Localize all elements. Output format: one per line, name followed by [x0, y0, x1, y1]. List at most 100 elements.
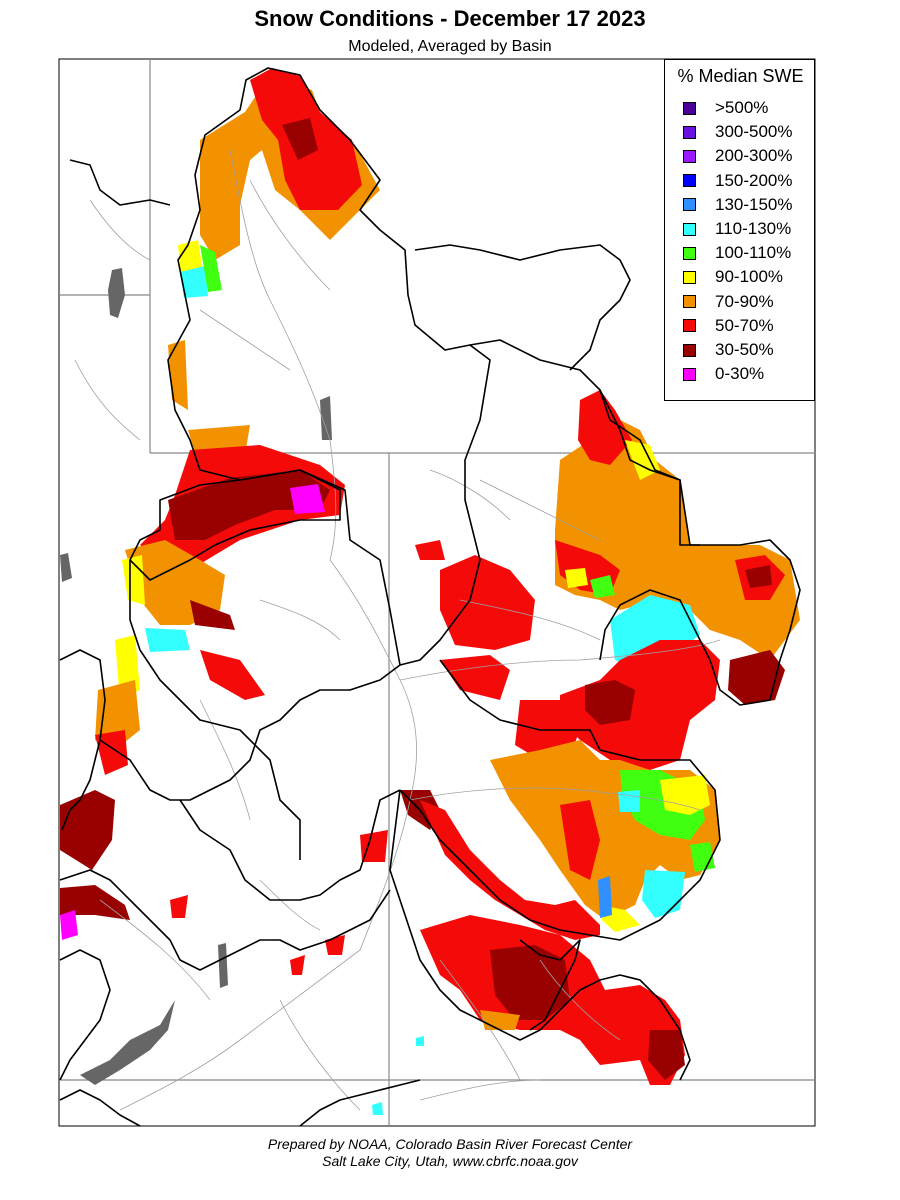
legend-item: >500% [683, 98, 768, 118]
legend-label: 100-110% [715, 243, 792, 263]
boundary-lower-sw [59, 1089, 141, 1127]
basin-fill-orange-co-north [555, 415, 800, 660]
basin-fill-yellow-uinta [122, 555, 145, 605]
legend-swatch [683, 367, 696, 381]
basin-fill-yellow-co [565, 568, 588, 588]
basin-fill-cyan-uinta [145, 628, 190, 652]
boundary-wasatch [129, 560, 301, 860]
legend-swatch [683, 270, 696, 284]
basin-fill-darkred-sw [60, 885, 130, 920]
boundary-west-utah-upper [69, 159, 171, 206]
legend-swatch [683, 198, 696, 212]
lake-bear [60, 553, 72, 582]
legend-label: >500% [715, 98, 769, 117]
legend-swatch [683, 149, 696, 163]
lake-flaming-gorge [320, 396, 332, 440]
basin-fill-green-co [590, 575, 615, 598]
legend-item: 90-100% [683, 267, 783, 287]
boundary-north-mid [414, 244, 631, 371]
legend-swatch [683, 343, 696, 357]
legend-swatch [683, 246, 696, 260]
basin-fill-red-co-east [560, 640, 720, 770]
legend-item: 30-50% [683, 340, 774, 360]
basin-fill-darkred-uinta [168, 470, 330, 540]
legend-label: 90-100% [715, 267, 784, 287]
basin-fill-darkred-wasatch [60, 790, 115, 870]
legend-item: 200-300% [683, 146, 793, 166]
boundary-san-juan-inner [519, 939, 581, 1031]
basin-fill-red-uinta2 [200, 650, 265, 700]
legend-label: 110-130% [715, 219, 792, 238]
basin-boundaries [59, 67, 801, 1127]
basin-fill-red-sw2 [360, 830, 388, 862]
boundary-sw-utah [59, 949, 111, 1081]
boundary-gunnison [399, 659, 721, 941]
basin-fill-darkred-co-mid [585, 680, 635, 725]
map-title: Snow Conditions - December 17 2023 [254, 6, 646, 31]
legend-swatch [683, 319, 696, 333]
basin-fill-yellow-gunnison [660, 775, 710, 815]
legend: % Median SWE >500% 300-500% 200-300% 150-20… [664, 59, 815, 401]
boundary-escalante [59, 869, 391, 971]
legend-swatch [683, 222, 696, 236]
boundary-lower-s [299, 1079, 421, 1127]
lakes [60, 268, 332, 1085]
basin-fill-red-sw [170, 895, 188, 918]
legend-item: 100-110% [683, 243, 791, 263]
legend-swatch [683, 295, 696, 309]
legend-item: 150-200% [683, 171, 793, 191]
legend-label: 30-50% [715, 340, 774, 359]
basin-fill-green-gunnison2 [690, 842, 715, 872]
legend-item: 130-150% [683, 195, 793, 215]
basin-fill-green-west [200, 245, 222, 292]
boundary-uinta [129, 469, 341, 581]
legend-label: 70-90% [715, 291, 774, 311]
legend-label: 0-30% [715, 364, 765, 384]
basin-fill-darkred-san-juan2 [648, 1030, 685, 1080]
basin-fill-darkred-co-east [728, 650, 785, 705]
basin-fill-red-co-north [578, 390, 632, 465]
basin-fill-darkred-co-east2 [745, 565, 772, 588]
credit-line-1: Prepared by NOAA, Colorado Basin River F… [267, 1136, 633, 1152]
legend-item: 300-500% [683, 122, 793, 142]
legend-item: 110-130% [683, 219, 791, 239]
boundary-san-rafael [99, 664, 401, 801]
basin-fill-cyan-west [180, 266, 208, 298]
lake-navajo [218, 943, 228, 988]
basin-fill-cyan-south [372, 1102, 383, 1115]
lake-utah [108, 268, 125, 318]
boundary-dirty-devil [179, 789, 401, 901]
basin-fill-magenta-sw [60, 910, 78, 940]
basin-fill-red-co-west3 [440, 655, 510, 700]
basin-fill-blue-gunnison [598, 876, 612, 918]
basin-fill-cyan-south2 [416, 1036, 424, 1046]
legend-label: 50-70% [715, 315, 774, 335]
boundary-san-juan [389, 789, 691, 1081]
credit-line-2: Salt Lake City, Utah, www.cbrfc.noaa.gov [322, 1153, 578, 1169]
basin-fill-cyan-co [610, 595, 700, 670]
legend-swatch [683, 174, 696, 188]
legend-swatch [683, 125, 696, 139]
basin-fill-red-co-west [440, 555, 535, 650]
legend-item: 70-90% [683, 292, 774, 312]
basin-fill-red-dolores [420, 800, 600, 940]
legend-item: 0-30% [683, 364, 764, 384]
legend-item: 50-70% [683, 316, 774, 336]
basin-fill-cyan-gunnison2 [618, 790, 640, 812]
boundary-green-river [167, 67, 491, 666]
legend-title: % Median SWE [677, 66, 804, 86]
basin-fill-red-south [290, 955, 305, 975]
lake-powell [80, 1000, 175, 1085]
legend-label: 300-500% [715, 122, 793, 142]
basin-fill-red-gunnison [560, 800, 600, 880]
basin-fill-red-co-west2 [415, 540, 445, 560]
basin-fill-orange-wasatch [95, 680, 140, 750]
basin-fills [60, 68, 800, 1115]
boundary-yampa [469, 339, 700, 546]
rivers [74, 149, 721, 1111]
basin-fill-darkred-north [282, 118, 318, 160]
map-subtitle: Modeled, Averaged by Basin [348, 38, 552, 55]
legend-label: 150-200% [715, 170, 793, 190]
basin-fill-darkred-uinta2 [190, 600, 235, 630]
basin-fill-darkred-san-juan [490, 945, 570, 1020]
